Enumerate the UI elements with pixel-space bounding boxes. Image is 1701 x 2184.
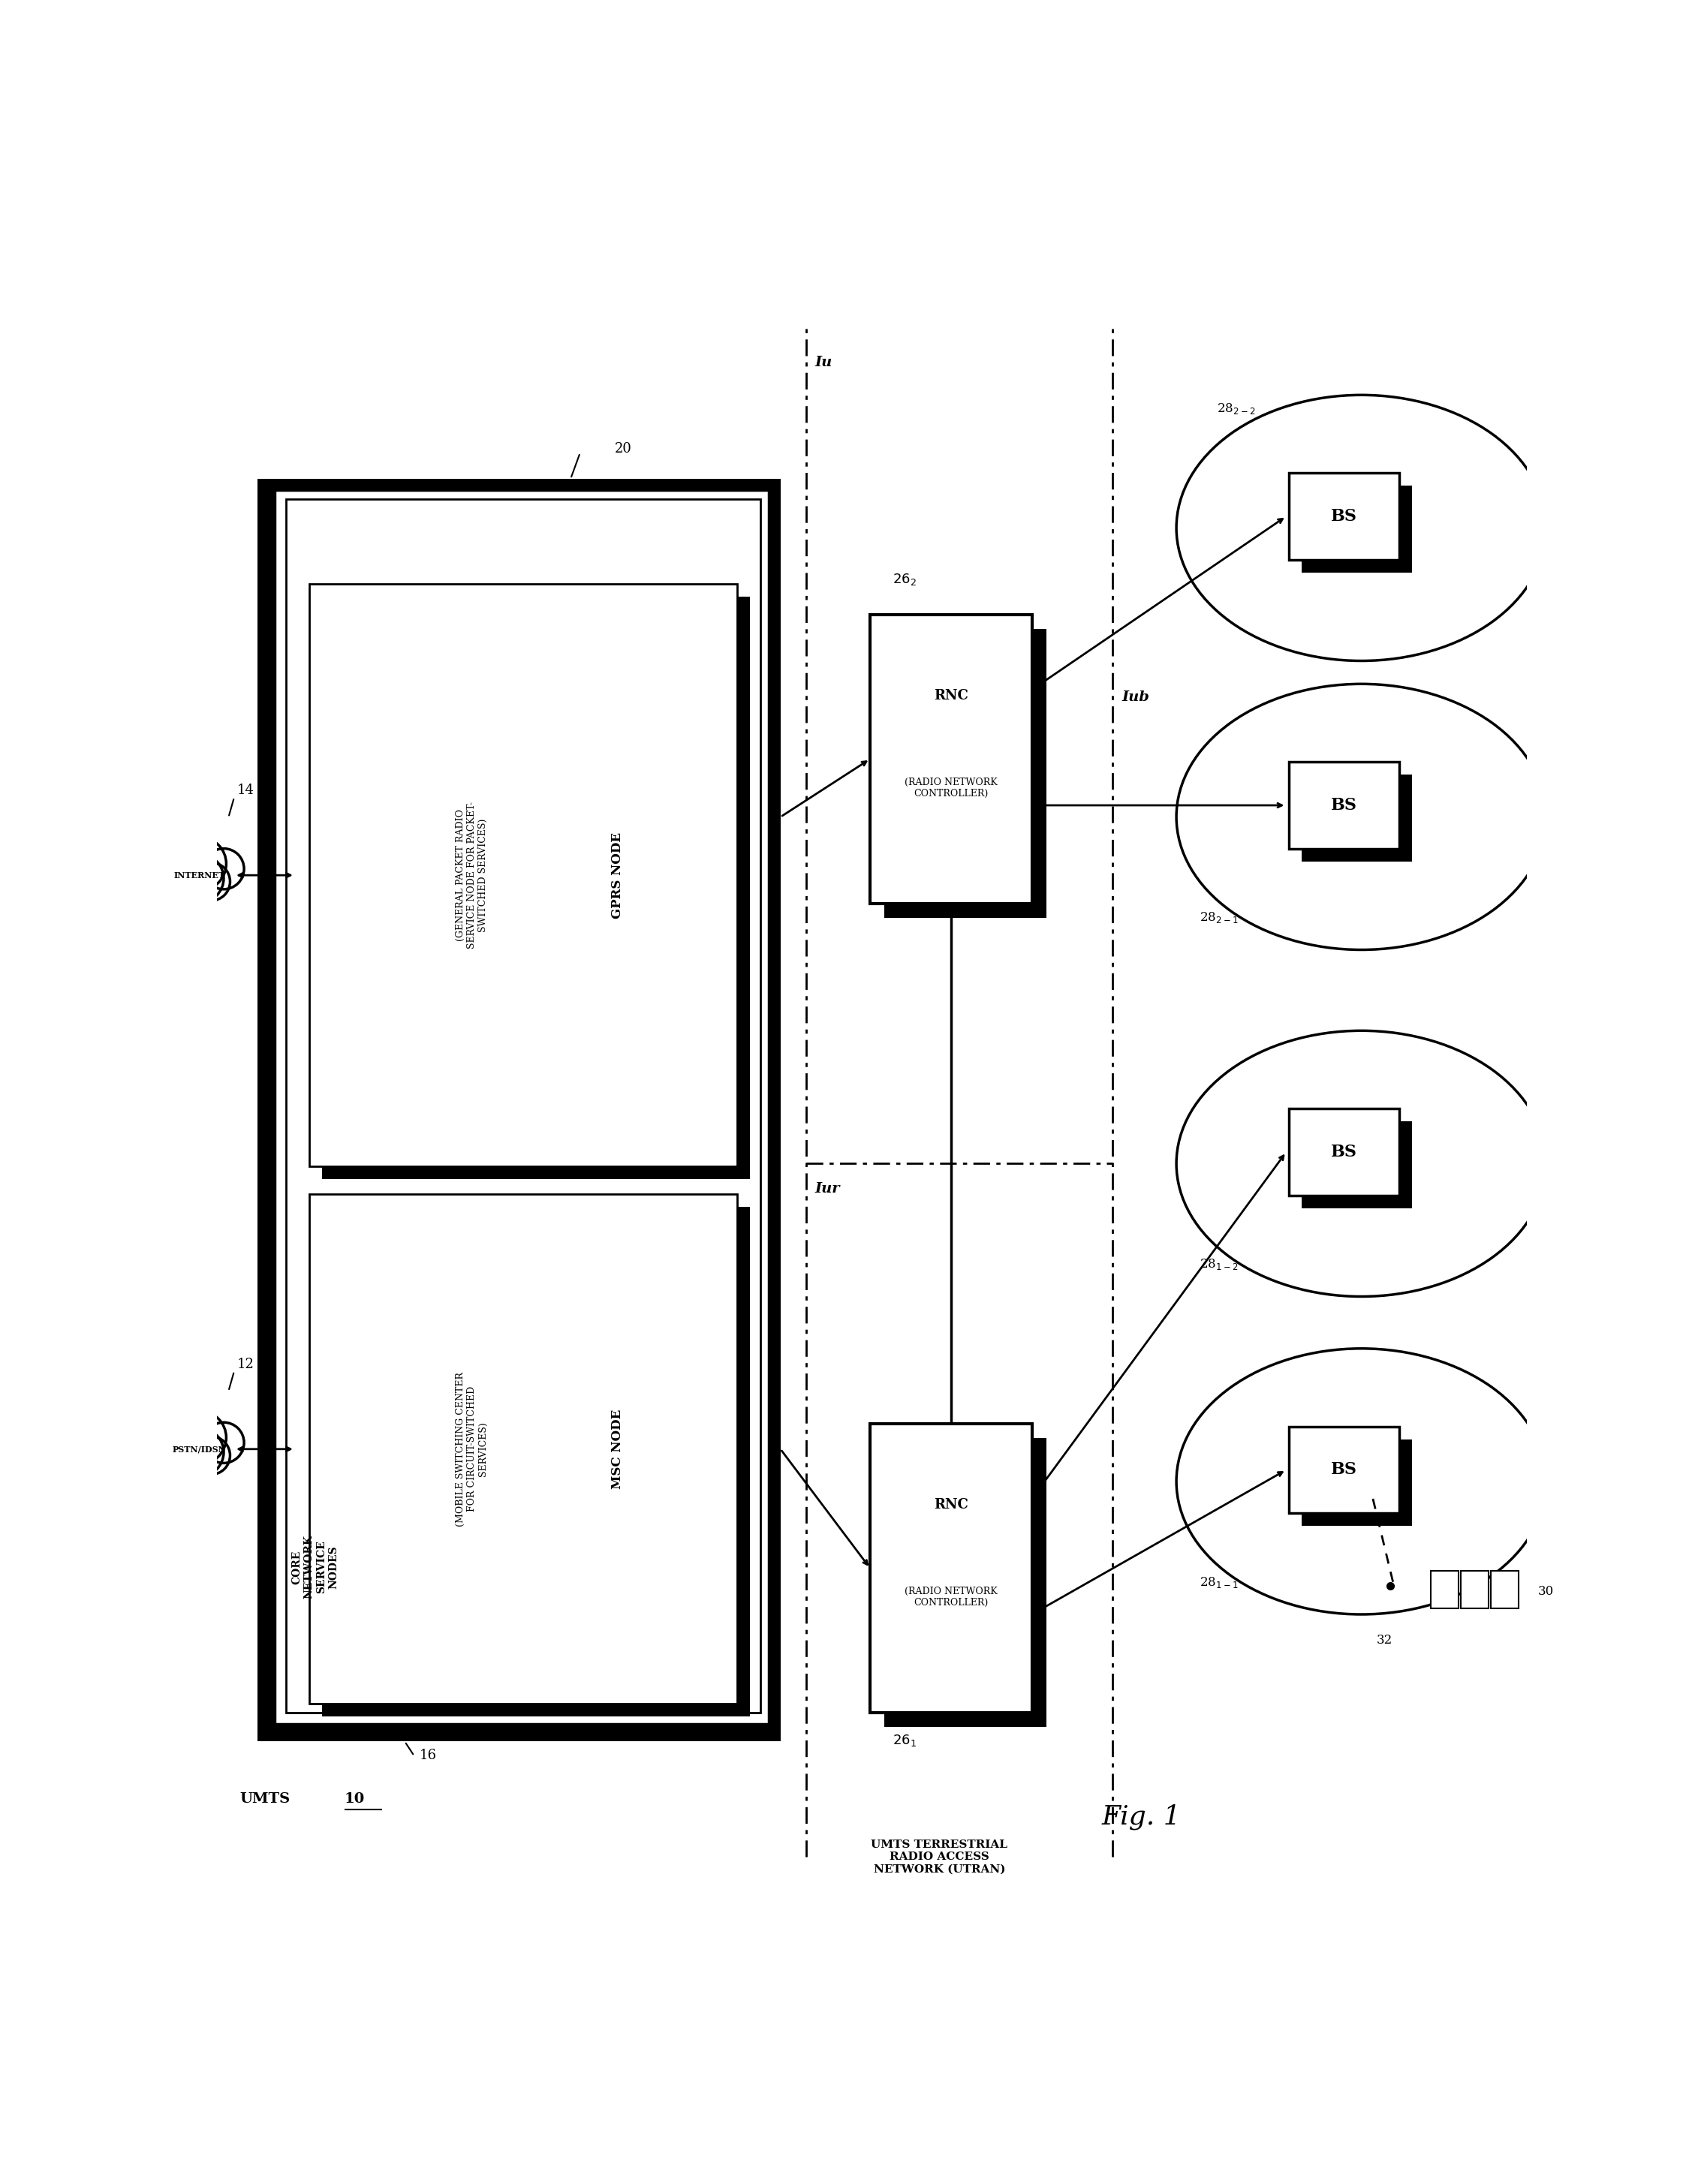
Text: UMTS: UMTS (240, 1793, 291, 1806)
Bar (885, 1437, 1046, 1728)
Bar (1301, 1120, 1412, 1208)
Circle shape (192, 1437, 230, 1474)
Bar (1461, 1570, 1488, 1610)
Text: 28$_{2-1}$: 28$_{2-1}$ (1199, 911, 1238, 924)
Circle shape (204, 850, 243, 889)
Circle shape (167, 1437, 204, 1474)
Text: Iur: Iur (815, 1182, 840, 1195)
Bar (1490, 1570, 1519, 1610)
Text: 10: 10 (344, 1793, 364, 1806)
Circle shape (192, 863, 230, 900)
Text: 16: 16 (420, 1749, 437, 1762)
Text: BS: BS (1330, 509, 1357, 524)
Bar (1301, 775, 1412, 860)
Bar (1289, 1109, 1398, 1195)
Circle shape (155, 850, 196, 889)
Text: $26_2$: $26_2$ (893, 572, 917, 587)
Text: RNC: RNC (934, 688, 968, 703)
Text: (RADIO NETWORK
CONTROLLER): (RADIO NETWORK CONTROLLER) (905, 1586, 997, 1607)
Text: (RADIO NETWORK
CONTROLLER): (RADIO NETWORK CONTROLLER) (905, 778, 997, 799)
Bar (1301, 485, 1412, 572)
Bar (310, 1195, 737, 1704)
Circle shape (174, 1411, 226, 1463)
Circle shape (175, 854, 225, 902)
Text: MSC NODE: MSC NODE (611, 1409, 624, 1489)
Text: 32: 32 (1376, 1634, 1393, 1647)
Bar (885, 629, 1046, 917)
Text: 20: 20 (614, 443, 631, 456)
Text: CORE
NETWORK
SERVICE
NODES: CORE NETWORK SERVICE NODES (291, 1535, 338, 1599)
Text: (MOBILE SWITCHING CENTER
FOR CIRCUIT-SWITCHED
SERVICES): (MOBILE SWITCHING CENTER FOR CIRCUIT-SWI… (456, 1372, 488, 1527)
Bar (1289, 762, 1398, 850)
Circle shape (155, 1422, 196, 1463)
Bar (869, 1424, 1033, 1712)
Bar (274, 491, 769, 1723)
Text: BS: BS (1330, 1144, 1357, 1160)
Text: 28$_{2-2}$: 28$_{2-2}$ (1216, 402, 1255, 417)
Circle shape (175, 1428, 225, 1476)
Text: RNC: RNC (934, 1498, 968, 1511)
Bar (321, 1208, 750, 1717)
Text: Iub: Iub (1121, 690, 1150, 703)
Text: 18: 18 (257, 1688, 274, 1701)
Bar (257, 478, 781, 1741)
Circle shape (167, 863, 204, 900)
Text: UMTS TERRESTRIAL
RADIO ACCESS
NETWORK (UTRAN): UMTS TERRESTRIAL RADIO ACCESS NETWORK (U… (871, 1839, 1007, 1874)
Text: 28$_{1-1}$: 28$_{1-1}$ (1199, 1575, 1238, 1590)
Bar (869, 614, 1033, 904)
Text: BS: BS (1330, 797, 1357, 815)
Text: GPRS NODE: GPRS NODE (611, 832, 624, 919)
Text: 28$_{1-2}$: 28$_{1-2}$ (1199, 1258, 1238, 1271)
Text: Fig. 1: Fig. 1 (1102, 1804, 1182, 1830)
Bar (1301, 1439, 1412, 1527)
Bar (1289, 1426, 1398, 1514)
Text: Iu: Iu (815, 356, 832, 369)
Text: 12: 12 (236, 1358, 255, 1372)
Circle shape (174, 836, 226, 891)
Text: $26_1$: $26_1$ (893, 1734, 917, 1747)
Text: (GENERAL PACKET RADIO
SERVICE NODE FOR PACKET-
SWITCHED SERVICES): (GENERAL PACKET RADIO SERVICE NODE FOR P… (456, 802, 488, 948)
Bar (321, 596, 750, 1179)
Circle shape (204, 1422, 243, 1463)
Bar (1289, 474, 1398, 559)
Text: 14: 14 (236, 784, 255, 797)
Text: BS: BS (1330, 1461, 1357, 1479)
Bar (286, 498, 760, 1712)
Text: 30: 30 (1538, 1586, 1555, 1599)
Text: PSTN/IDSN: PSTN/IDSN (172, 1446, 226, 1452)
Text: INTERNET: INTERNET (174, 871, 225, 880)
Bar (310, 583, 737, 1166)
Bar (1431, 1570, 1458, 1610)
